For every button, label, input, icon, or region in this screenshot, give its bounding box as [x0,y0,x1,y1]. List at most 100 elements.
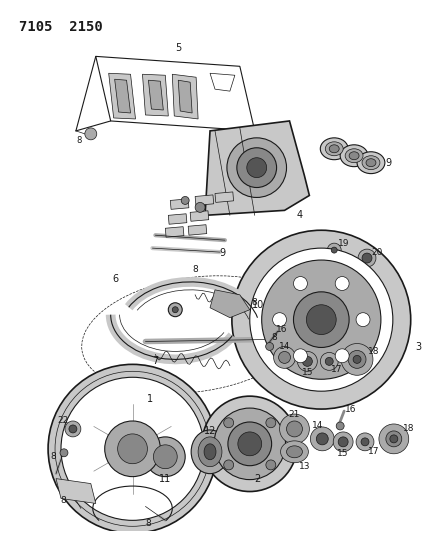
Ellipse shape [198,437,222,467]
Circle shape [85,128,97,140]
Bar [195,195,214,205]
Circle shape [224,460,234,470]
Polygon shape [172,74,198,119]
Ellipse shape [340,145,368,167]
Circle shape [333,432,353,452]
Text: 8: 8 [252,298,258,307]
Text: 9: 9 [386,158,392,168]
Text: 8: 8 [272,333,277,342]
Text: 18: 18 [403,424,414,433]
Circle shape [294,349,307,363]
Text: 17: 17 [368,447,380,456]
Polygon shape [109,73,136,119]
Bar [215,192,234,203]
Circle shape [325,358,333,365]
Circle shape [353,356,361,364]
Circle shape [266,418,276,428]
Circle shape [310,427,334,451]
Circle shape [238,432,262,456]
Circle shape [118,434,147,464]
Circle shape [390,435,398,443]
Ellipse shape [349,152,359,160]
Text: 15: 15 [302,368,313,377]
Circle shape [327,243,341,257]
Bar [168,214,187,224]
Bar [170,199,189,209]
Text: 20: 20 [371,248,383,256]
Text: 3: 3 [416,343,422,352]
Text: 21: 21 [289,409,300,418]
Circle shape [60,449,68,457]
Circle shape [279,351,291,364]
Circle shape [61,377,204,520]
Bar [165,227,184,237]
Circle shape [146,437,185,477]
Circle shape [361,438,369,446]
Circle shape [224,418,234,428]
Circle shape [338,437,348,447]
Ellipse shape [362,156,380,169]
Text: 14: 14 [312,422,323,431]
Circle shape [358,249,376,267]
Polygon shape [178,80,192,113]
Circle shape [153,445,177,469]
Text: 16: 16 [345,405,357,414]
Text: 22: 22 [57,416,68,425]
Text: 12: 12 [204,426,216,436]
Text: 5: 5 [175,43,181,53]
Circle shape [335,277,349,290]
Circle shape [273,313,286,327]
Text: 8: 8 [192,265,198,274]
Circle shape [320,352,338,370]
Text: 1: 1 [147,394,154,404]
Circle shape [335,349,349,363]
Polygon shape [96,56,255,131]
Circle shape [279,414,309,444]
Text: 7: 7 [152,357,158,366]
Circle shape [286,421,303,437]
Polygon shape [210,290,250,318]
Polygon shape [115,79,131,113]
Text: 14: 14 [279,342,290,351]
Circle shape [379,424,409,454]
Circle shape [316,433,328,445]
Circle shape [262,260,381,379]
Bar [188,225,207,235]
Text: 6: 6 [113,274,119,284]
Circle shape [202,396,297,491]
Circle shape [168,303,182,317]
Circle shape [181,197,189,205]
Circle shape [336,422,344,430]
Text: 15: 15 [337,449,349,458]
Text: 10: 10 [252,300,264,310]
Text: 7105  2150: 7105 2150 [19,20,103,34]
Text: 19: 19 [339,239,350,248]
Text: 18: 18 [368,347,380,356]
Circle shape [331,247,337,253]
Circle shape [362,253,372,263]
Circle shape [266,343,273,351]
Ellipse shape [329,145,339,153]
Circle shape [237,148,276,188]
Circle shape [303,357,312,366]
Circle shape [227,138,286,197]
Circle shape [341,343,373,375]
Text: 13: 13 [299,462,310,471]
Polygon shape [205,121,309,215]
Text: 2: 2 [255,474,261,483]
Polygon shape [56,479,96,504]
Ellipse shape [281,441,309,463]
Circle shape [250,248,393,391]
Circle shape [266,460,276,470]
Text: 4: 4 [296,211,303,220]
Circle shape [172,306,178,313]
Circle shape [69,425,77,433]
Ellipse shape [366,159,376,167]
Circle shape [294,292,349,348]
Circle shape [228,422,272,466]
Ellipse shape [345,149,363,163]
Bar [190,211,209,221]
Circle shape [273,346,295,368]
Text: 9: 9 [219,248,225,258]
Text: 17: 17 [331,365,343,374]
